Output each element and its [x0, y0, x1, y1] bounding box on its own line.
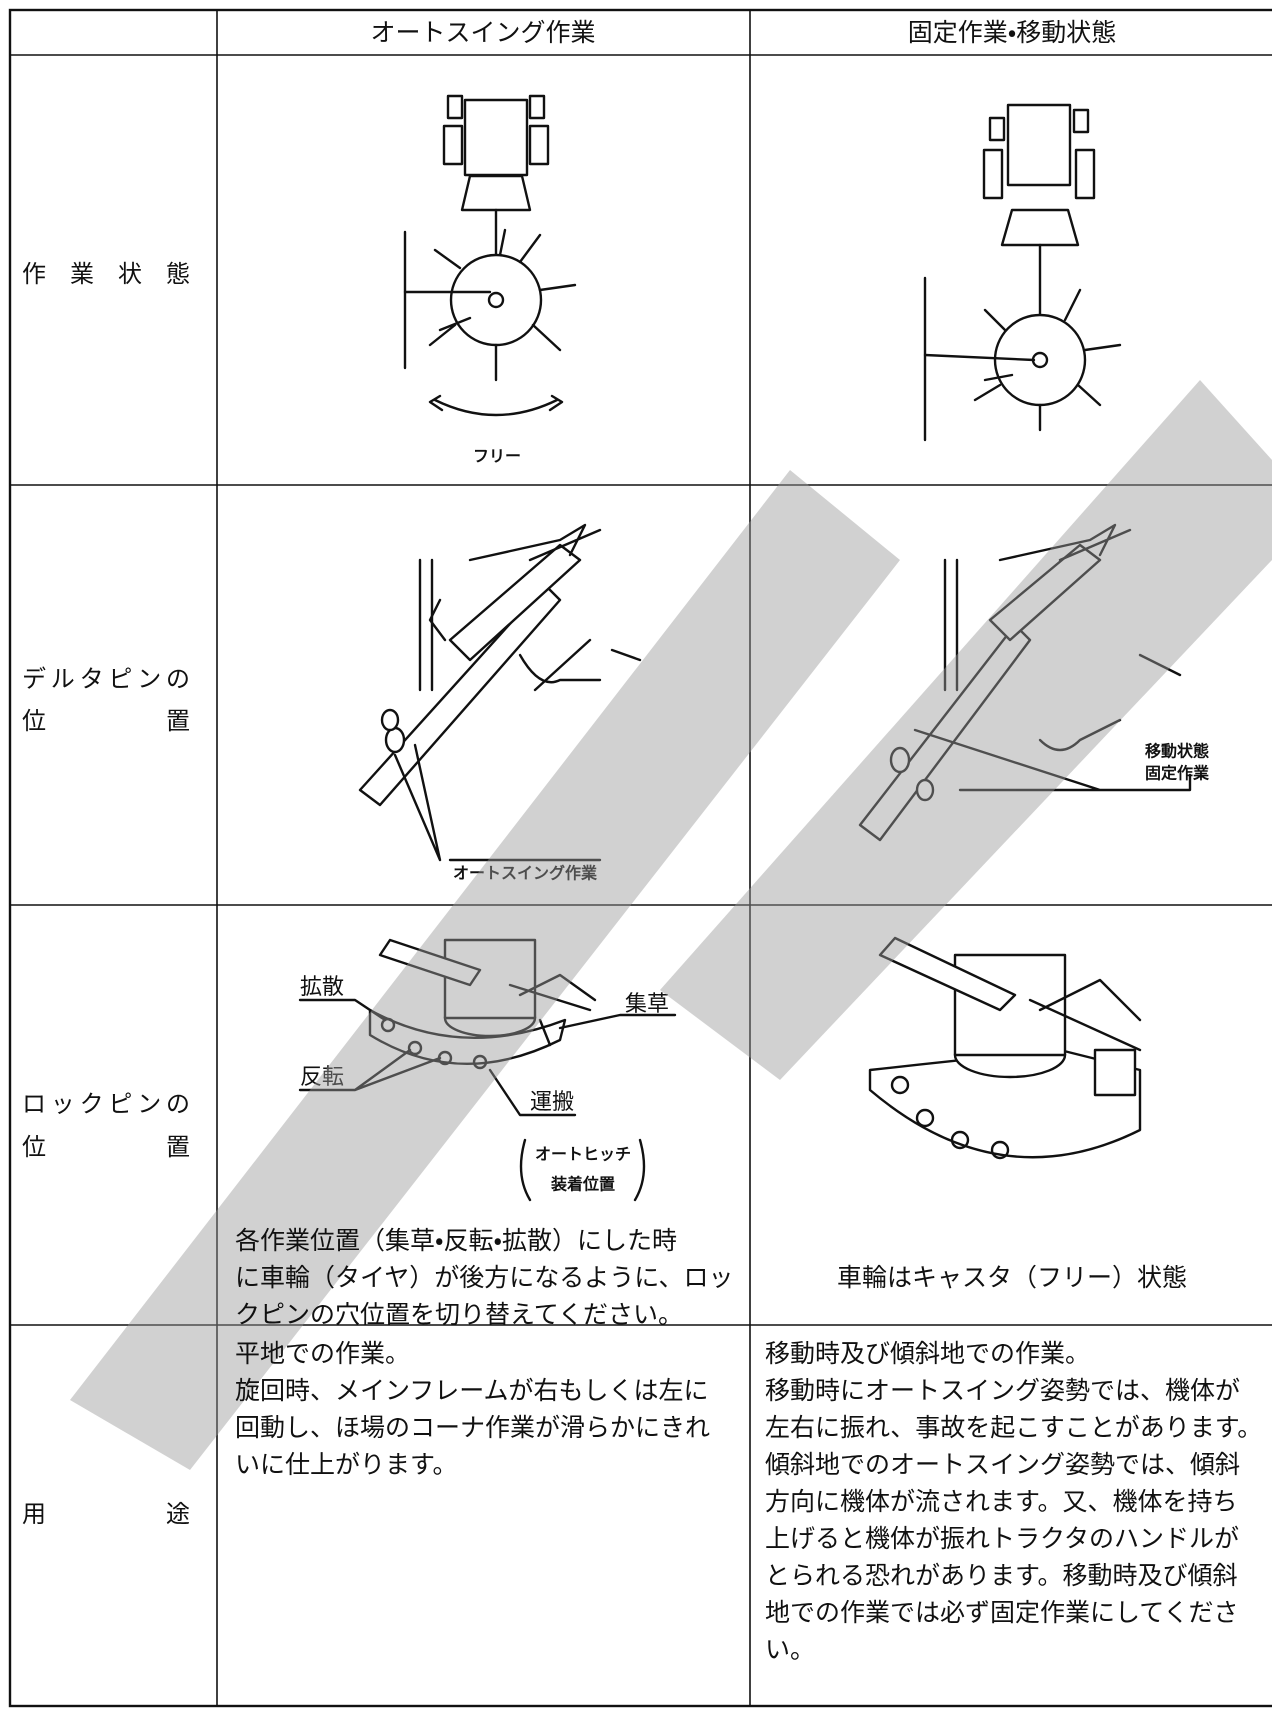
row-label: ロックピンの: [22, 1090, 190, 1118]
paragraph-line: 車輪はキャスタ（フリー）状態: [837, 1263, 1187, 1292]
paragraph-line: いに仕上がります。: [235, 1450, 458, 1479]
row-label: 位置: [22, 1133, 190, 1161]
paragraph-line: とられる恐れがあります。移動時及び傾斜: [765, 1561, 1238, 1590]
paragraph-line: い。: [765, 1635, 815, 1664]
watermark: [70, 380, 1272, 1470]
paragraph-line: 上げると機体が振れトラクタのハンドルが: [765, 1524, 1239, 1553]
lock-plate-auto: [298, 938, 677, 1202]
row-label: 位置: [22, 707, 190, 735]
paragraph-line: 旋回時、メインフレームが右もしくは左に: [235, 1376, 709, 1405]
figure-label: オートスイング作業: [453, 864, 598, 883]
row-label: デルタピンの: [22, 665, 190, 693]
paragraph-line: クピンの穴位置を切り替えてください。: [235, 1300, 683, 1329]
header: オートスイング作業: [370, 18, 595, 47]
tractor-fixed: [923, 103, 1122, 442]
figure-label: オートヒッチ: [535, 1145, 631, 1164]
figure-label: 固定作業: [1145, 764, 1210, 783]
paragraph: 平地での作業。旋回時、メインフレームが右もしくは左に回動し、ほ場のコーナ作業が滑…: [235, 1339, 710, 1479]
linkage-auto: [358, 523, 642, 862]
paragraph-line: 平地での作業。: [235, 1339, 410, 1368]
figure-label: 装着位置: [550, 1175, 615, 1194]
figure-label: 反転: [300, 1065, 344, 1090]
row-label: 用途: [22, 1500, 190, 1528]
paragraph-line: 移動時及び傾斜地での作業。: [765, 1339, 1090, 1368]
figure-label: 運搬: [530, 1090, 574, 1115]
linkage-fixed: [858, 523, 1192, 842]
figure-label: 集草: [625, 992, 669, 1017]
paragraph-line: 移動時にオートスイング姿勢では、機体が: [765, 1376, 1240, 1405]
lock-plate-fixed: [868, 936, 1142, 1160]
header: 固定作業・移動状態: [908, 18, 1117, 47]
paragraph-line: 各作業位置（集草・反転・拡散）にした時: [235, 1226, 677, 1255]
paragraph-line: 左右に振れ、事故を起こすことがあります。: [765, 1413, 1262, 1442]
paragraphs: 各作業位置（集草・反転・拡散）にした時 に車輪（タイヤ）が後方になるように、ロッ…: [235, 1226, 1187, 1329]
paragraph: 移動時及び傾斜地での作業。移動時にオートスイング姿勢では、機体が左右に振れ、事故…: [765, 1339, 1262, 1664]
paragraph-line: 方向に機体が流されます。又、機体を持ち: [765, 1487, 1238, 1516]
paragraph-line: 地での作業では必ず固定作業にしてくださ: [765, 1598, 1239, 1627]
figure-label: 拡散: [300, 975, 344, 1000]
paragraph-line: 回動し、ほ場のコーナ作業が滑らかにきれ: [235, 1413, 710, 1442]
figure-label: 移動状態: [1145, 742, 1209, 761]
figure-label: フリー: [473, 447, 521, 466]
table-border: [8, 8, 1272, 1708]
tractor-auto: [403, 94, 577, 417]
paragraph-line: 傾斜地でのオートスイング姿勢では、傾斜: [765, 1450, 1240, 1479]
table-grid: [8, 8, 1272, 1708]
paragraph-line: に車輪（タイヤ）が後方になるように、ロッ: [235, 1263, 734, 1292]
row-label: 作業状態: [22, 260, 190, 288]
